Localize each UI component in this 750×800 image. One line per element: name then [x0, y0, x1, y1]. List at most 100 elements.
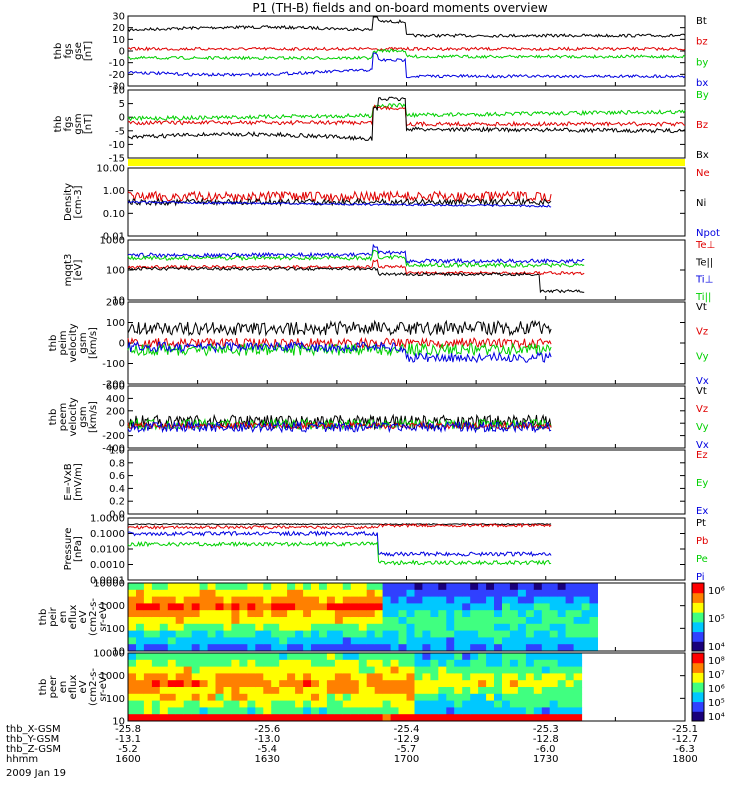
- peer_spec-cell: [533, 666, 543, 674]
- peer_spec-cell: [557, 693, 567, 702]
- peir_spec-cell: [136, 583, 145, 591]
- peer_spec-cell: [541, 700, 551, 708]
- peer_spec-cell: [358, 707, 368, 715]
- peer_spec-cell: [382, 714, 392, 722]
- peer_spec-cell: [502, 693, 511, 702]
- peir_spec-cell: [223, 610, 232, 618]
- peer_spec-cell: [303, 707, 312, 715]
- peer_spec-cell: [159, 666, 169, 674]
- temperature-legend-Te||: Te||: [695, 257, 713, 268]
- peir_spec-cell: [303, 583, 312, 591]
- peir_spec-cell: [263, 589, 272, 598]
- peir_spec-cell: [589, 596, 598, 604]
- peer_spec-cell: [406, 680, 415, 688]
- peir_spec-cell: [422, 603, 431, 611]
- peir_spec-cell: [231, 630, 240, 638]
- peir_spec-cell: [438, 637, 447, 645]
- peer_spec-cell: [462, 680, 471, 688]
- peir_spec-cell: [128, 637, 137, 645]
- peir_spec-cell: [366, 603, 376, 611]
- peer_spec-colorbar-segment: [692, 682, 704, 693]
- peer_spec-cell: [303, 666, 312, 674]
- peer_spec-frame-top: [127, 652, 686, 722]
- peer_spec-cell: [287, 693, 296, 702]
- peir_spec-cell: [454, 630, 463, 638]
- peer_spec-cell: [239, 653, 248, 661]
- peer_spec-cell: [231, 687, 240, 695]
- time-axis-value: -12.8: [533, 734, 559, 745]
- peim_velocity-legend-Vt: Vt: [696, 302, 707, 313]
- peer_spec-cell: [573, 680, 583, 688]
- peer_spec-cell: [191, 653, 201, 661]
- peer_spec-cell: [494, 693, 503, 702]
- peer_spec-cell: [255, 680, 264, 688]
- peir_spec-cell: [207, 589, 217, 598]
- peir_spec-cell: [509, 630, 519, 638]
- peir_spec-cell: [517, 603, 527, 611]
- peir_spec-cell: [199, 617, 209, 625]
- pressure-ytick-label: 0.0010: [90, 560, 125, 571]
- peer_spec-cell: [549, 693, 559, 702]
- peer_spec-cell: [478, 700, 487, 708]
- peer_spec-ytick-label: 1000: [100, 671, 125, 682]
- fgs_gsm-ytick-label: 10: [112, 86, 125, 97]
- peir_spec-cell: [128, 630, 137, 638]
- pressure-ytick-label: 0.0001: [90, 576, 125, 587]
- peir_spec-cell: [183, 603, 193, 611]
- peer_spec-cell: [263, 680, 272, 688]
- peir_spec-cell: [183, 583, 193, 591]
- peer_spec-cell: [462, 659, 471, 668]
- pressure-green-series: [127, 541, 552, 566]
- peer_spec-cell: [557, 653, 567, 661]
- peer_spec-cell: [525, 680, 535, 688]
- peir_spec-cell: [589, 637, 598, 645]
- peir_spec-cell: [382, 623, 392, 632]
- peir_spec-cell: [509, 583, 519, 591]
- peir_spec-cell: [390, 589, 400, 598]
- peir_spec-cell: [151, 610, 161, 618]
- peer_spec-cell: [311, 666, 320, 674]
- peer_spec-cell: [422, 653, 431, 661]
- peir_spec-cell: [533, 623, 543, 632]
- peir_spec-cell: [454, 644, 463, 652]
- peir_spec-cell: [319, 603, 328, 611]
- peir_spec-cell: [319, 610, 328, 618]
- peir_spec-cell: [390, 637, 400, 645]
- peir_spec-cell: [390, 644, 400, 652]
- peir_spec-cell: [478, 610, 487, 618]
- peer_spec-cell: [287, 666, 296, 674]
- peer_spec-cell: [128, 693, 137, 702]
- peir_spec-cell: [287, 630, 296, 638]
- peir_spec-cell: [509, 596, 519, 604]
- efield-legend-Ez: Ez: [696, 450, 708, 461]
- peer_spec-cell: [358, 659, 368, 668]
- peer_spec-cell: [183, 714, 193, 722]
- peer_spec-cell: [557, 707, 567, 715]
- peer_spec-cell: [303, 680, 312, 688]
- peer_spec-cell: [255, 714, 264, 722]
- peir_spec-cell: [406, 603, 415, 611]
- peir_spec-cell: [151, 589, 161, 598]
- peer_spec-cell: [207, 673, 217, 681]
- peir_spec-cell: [462, 630, 471, 638]
- peir_spec-cell: [151, 617, 161, 625]
- peir_spec-cell: [143, 589, 153, 598]
- peir_spec-cell: [151, 630, 161, 638]
- peir_spec-cell: [478, 623, 487, 632]
- peer_spec-cell: [358, 687, 368, 695]
- peer_spec-cell: [414, 693, 423, 702]
- time-axis-value: -25.8: [115, 724, 141, 735]
- peir_spec-cell: [319, 644, 328, 652]
- peer_spec-cell: [374, 653, 384, 661]
- peer_spec-cell: [494, 687, 503, 695]
- peer_spec-cell: [494, 666, 503, 674]
- peir_spec-cell: [358, 603, 368, 611]
- peir_spec-cell: [517, 596, 527, 604]
- peir_spec-cell: [525, 623, 535, 632]
- peir_spec-cell: [136, 603, 145, 611]
- peir_spec-cell: [191, 630, 201, 638]
- peer_spec-cell: [191, 680, 201, 688]
- peer_spec-cell: [199, 714, 209, 722]
- peer_spec-cell: [215, 707, 224, 715]
- peir_spec-cell: [366, 630, 376, 638]
